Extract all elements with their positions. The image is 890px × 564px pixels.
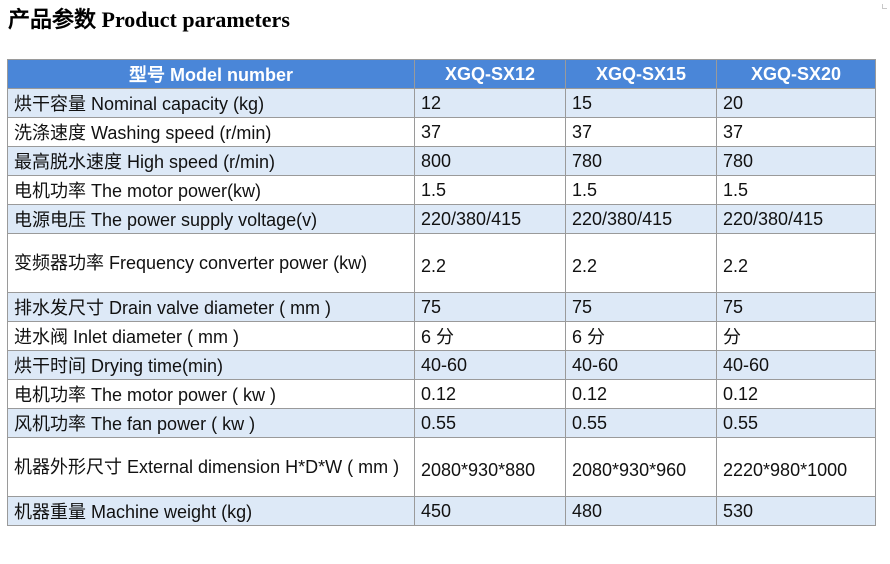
row-value: 75 [716,292,876,322]
row-value: 75 [414,292,566,322]
row-value: 480 [565,496,717,526]
row-value: 2.2 [414,233,566,293]
row-label: 机器重量 Machine weight (kg) [7,496,415,526]
row-label: 洗涤速度 Washing speed (r/min) [7,117,415,147]
row-label: 风机功率 The fan power ( kw ) [7,408,415,438]
row-value: 450 [414,496,566,526]
row-value: 0.55 [716,408,876,438]
table-row: 电机功率 The motor power(kw) 1.5 1.5 1.5 [7,175,876,205]
parameters-table: 型号 Model number XGQ-SX12 XGQ-SX15 XGQ-SX… [7,59,876,526]
table-row: 洗涤速度 Washing speed (r/min) 37 37 37 [7,117,876,147]
row-value: 1.5 [414,175,566,205]
row-label: 排水发尺寸 Drain valve diameter ( mm ) [7,292,415,322]
row-value: 20 [716,88,876,118]
row-value: 2220*980*1000 [716,437,876,497]
row-value: 2.2 [716,233,876,293]
row-label: 机器外形尺寸 External dimension H*D*W ( mm ) [7,437,415,497]
row-value: 800 [414,146,566,176]
row-value: 220/380/415 [716,204,876,234]
row-value: 37 [565,117,717,147]
header-label-cell: 型号 Model number [7,59,415,89]
corner-mark [882,4,887,9]
row-value: 1.5 [565,175,717,205]
table-row: 电机功率 The motor power ( kw ) 0.12 0.12 0.… [7,379,876,409]
row-value: 40-60 [716,350,876,380]
row-label: 进水阀 Inlet diameter ( mm ) [7,321,415,351]
row-label: 电机功率 The motor power ( kw ) [7,379,415,409]
row-value: 780 [565,146,717,176]
table-row: 进水阀 Inlet diameter ( mm ) 6 分 6 分 分 [7,321,876,351]
row-value: 530 [716,496,876,526]
row-value: 2.2 [565,233,717,293]
row-value: 75 [565,292,717,322]
row-value: 分 [716,321,876,351]
row-label: 变频器功率 Frequency converter power (kw) [7,233,415,293]
row-value: 220/380/415 [414,204,566,234]
row-value: 15 [565,88,717,118]
page-title: 产品参数 Product parameters [8,7,290,32]
row-value: 37 [414,117,566,147]
table-row: 烘干时间 Drying time(min) 40-60 40-60 40-60 [7,350,876,380]
row-label: 最高脱水速度 High speed (r/min) [7,146,415,176]
header-model-cell: XGQ-SX20 [716,59,876,89]
row-value: 0.55 [565,408,717,438]
row-label: 电源电压 The power supply voltage(v) [7,204,415,234]
table-row: 变频器功率 Frequency converter power (kw) 2.2… [7,233,876,293]
row-value: 40-60 [565,350,717,380]
row-value: 0.12 [565,379,717,409]
table-row: 排水发尺寸 Drain valve diameter ( mm ) 75 75 … [7,292,876,322]
table-row: 烘干容量 Nominal capacity (kg) 12 15 20 [7,88,876,118]
table-row: 风机功率 The fan power ( kw ) 0.55 0.55 0.55 [7,408,876,438]
row-value: 0.12 [716,379,876,409]
row-label: 烘干容量 Nominal capacity (kg) [7,88,415,118]
table-row: 机器外形尺寸 External dimension H*D*W ( mm ) 2… [7,437,876,497]
row-label: 电机功率 The motor power(kw) [7,175,415,205]
row-value: 2080*930*960 [565,437,717,497]
row-value: 1.5 [716,175,876,205]
row-value: 2080*930*880 [414,437,566,497]
header-model-cell: XGQ-SX12 [414,59,566,89]
row-value: 780 [716,146,876,176]
row-value: 0.55 [414,408,566,438]
header-model-cell: XGQ-SX15 [565,59,717,89]
table-row: 电源电压 The power supply voltage(v) 220/380… [7,204,876,234]
table-row: 机器重量 Machine weight (kg) 450 480 530 [7,496,876,526]
table-row: 最高脱水速度 High speed (r/min) 800 780 780 [7,146,876,176]
row-value: 40-60 [414,350,566,380]
row-value: 6 分 [414,321,566,351]
row-value: 12 [414,88,566,118]
row-value: 37 [716,117,876,147]
row-value: 220/380/415 [565,204,717,234]
row-value: 0.12 [414,379,566,409]
row-value: 6 分 [565,321,717,351]
header-row: 型号 Model number XGQ-SX12 XGQ-SX15 XGQ-SX… [7,59,876,89]
row-label: 烘干时间 Drying time(min) [7,350,415,380]
